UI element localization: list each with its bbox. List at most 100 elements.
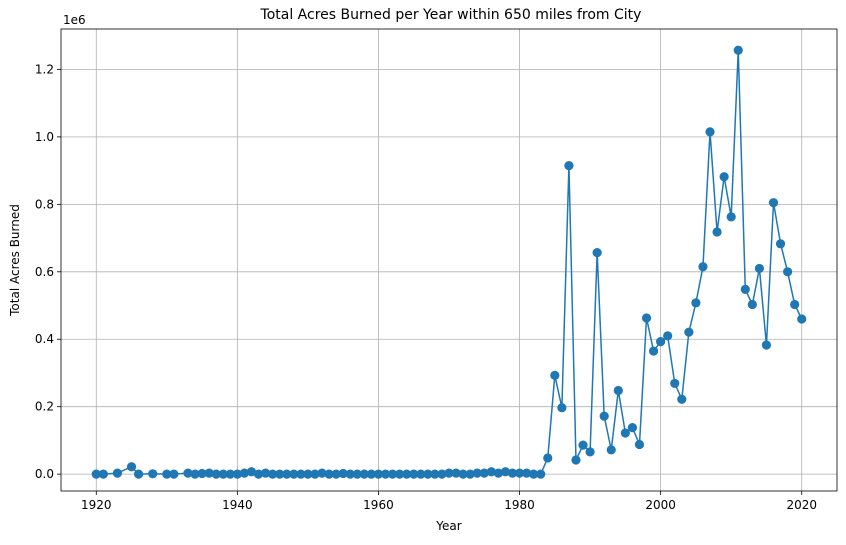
data-point bbox=[126, 462, 137, 472]
data-point bbox=[790, 299, 800, 310]
data-point bbox=[345, 469, 355, 479]
axis-ticks: 1920 1940 1960 1980 2000 2020 0.0 0.2 0.4 0.6 0.8 1… bbox=[35, 62, 817, 512]
data-point bbox=[380, 469, 391, 479]
data-point bbox=[606, 445, 616, 455]
x-tick-label: 1980 bbox=[504, 498, 535, 512]
series-line bbox=[96, 50, 803, 475]
data-point bbox=[465, 469, 475, 479]
data-point bbox=[663, 331, 673, 341]
data-point bbox=[458, 469, 468, 479]
data-point bbox=[225, 469, 235, 479]
data-point bbox=[338, 468, 348, 479]
data-point bbox=[768, 198, 779, 208]
data-point bbox=[373, 469, 384, 479]
data-point bbox=[197, 468, 207, 479]
data-point bbox=[472, 468, 482, 478]
data-point bbox=[162, 469, 172, 479]
x-tick-label: 1940 bbox=[222, 498, 253, 512]
y-tick-label: 0.6 bbox=[35, 265, 54, 279]
data-point bbox=[670, 378, 680, 389]
y-tick-label: 0.0 bbox=[35, 467, 54, 481]
data-point bbox=[430, 469, 440, 479]
data-point bbox=[112, 468, 123, 478]
data-point bbox=[761, 340, 772, 350]
data-point bbox=[500, 467, 511, 477]
data-point bbox=[726, 212, 736, 222]
data-point bbox=[183, 468, 193, 478]
data-point bbox=[712, 227, 722, 237]
data-point bbox=[578, 440, 588, 450]
x-tick-label: 1960 bbox=[363, 498, 394, 512]
y-offset-text: 1e6 bbox=[63, 13, 86, 27]
data-point bbox=[190, 469, 200, 479]
data-point bbox=[691, 298, 701, 308]
data-point bbox=[253, 469, 264, 479]
data-point bbox=[536, 469, 546, 479]
data-point bbox=[479, 468, 489, 478]
data-point bbox=[733, 45, 743, 55]
data-point bbox=[239, 468, 250, 478]
data-point bbox=[634, 439, 645, 450]
data-point bbox=[359, 469, 369, 479]
data-point bbox=[169, 469, 179, 479]
y-axis-label: Total Acres Burned bbox=[8, 204, 22, 317]
data-point bbox=[275, 469, 285, 479]
data-point bbox=[599, 411, 609, 421]
data-point bbox=[366, 469, 376, 479]
x-tick-label: 1920 bbox=[81, 498, 112, 512]
data-point bbox=[91, 469, 101, 479]
data-point bbox=[550, 370, 560, 380]
x-tick-label: 2000 bbox=[645, 498, 676, 512]
data-point bbox=[444, 468, 454, 478]
chart-title: Total Acres Burned per Year within 650 m… bbox=[260, 7, 642, 23]
data-point bbox=[613, 385, 623, 396]
data-point bbox=[719, 172, 729, 182]
data-point bbox=[451, 468, 461, 478]
data-point bbox=[402, 469, 412, 479]
data-point bbox=[514, 468, 525, 478]
data-point bbox=[783, 267, 793, 277]
data-point bbox=[387, 469, 398, 479]
data-point bbox=[260, 468, 271, 478]
data-point bbox=[310, 469, 320, 479]
data-point bbox=[529, 469, 539, 479]
data-point bbox=[627, 423, 638, 433]
data-point bbox=[395, 469, 405, 479]
data-point bbox=[211, 469, 221, 479]
data-point bbox=[656, 337, 666, 347]
data-point bbox=[232, 469, 242, 479]
data-point bbox=[698, 262, 708, 272]
data-point bbox=[296, 469, 306, 479]
data-point bbox=[282, 469, 292, 479]
data-point bbox=[585, 447, 595, 457]
data-point bbox=[98, 469, 108, 479]
grid bbox=[61, 29, 837, 491]
y-tick-label: 0.8 bbox=[35, 197, 54, 211]
data-point bbox=[564, 160, 574, 171]
data-point bbox=[423, 469, 433, 479]
x-tick-label: 2020 bbox=[786, 498, 817, 512]
data-point bbox=[543, 453, 553, 463]
data-point bbox=[740, 284, 750, 294]
data-point bbox=[409, 469, 419, 479]
data-point bbox=[797, 314, 807, 324]
data-point bbox=[684, 327, 694, 337]
x-axis-label: Year bbox=[435, 519, 461, 533]
data-point bbox=[218, 469, 228, 479]
data-point bbox=[648, 346, 659, 356]
data-points bbox=[91, 45, 807, 479]
data-point bbox=[289, 469, 299, 479]
data-point bbox=[507, 468, 518, 478]
y-tick-label: 0.4 bbox=[35, 332, 54, 346]
data-point bbox=[303, 469, 313, 479]
data-point bbox=[246, 467, 257, 477]
data-point bbox=[747, 299, 757, 310]
y-tick-label: 1.0 bbox=[35, 130, 54, 144]
data-point bbox=[324, 469, 334, 479]
data-point bbox=[268, 469, 278, 479]
data-point bbox=[705, 127, 715, 137]
data-point bbox=[437, 469, 447, 479]
data-point bbox=[754, 263, 765, 274]
data-point bbox=[641, 313, 652, 323]
